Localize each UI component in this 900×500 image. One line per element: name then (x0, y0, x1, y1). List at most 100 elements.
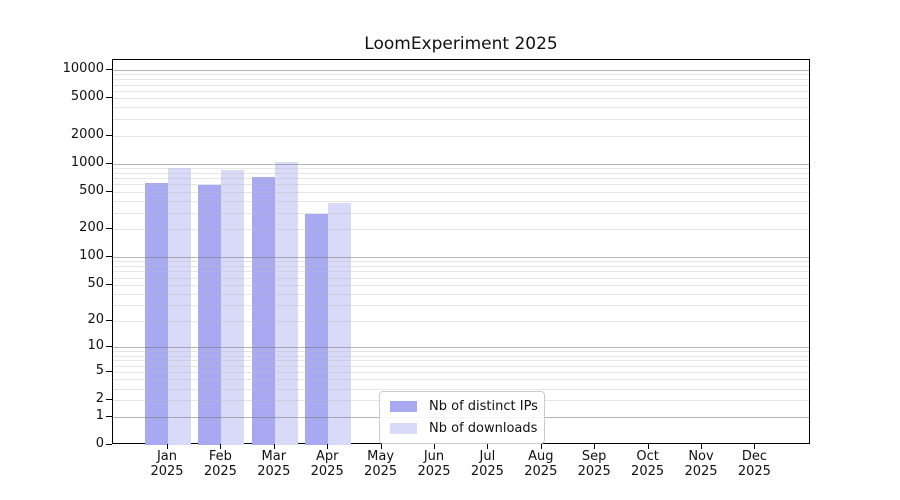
y-axis-tick-label: 10 (87, 338, 104, 354)
bar-downloads-feb (221, 169, 245, 445)
major-gridline (113, 69, 809, 71)
minor-gridline (113, 74, 809, 76)
x-axis-tick-label: Jun 2025 (399, 449, 469, 479)
month-label: Sep (581, 449, 607, 464)
x-axis-tick-label: Sep 2025 (559, 449, 629, 479)
month-label: Jan (156, 449, 178, 464)
y-axis-tick (106, 162, 112, 164)
y-axis-tick-label: 2000 (70, 126, 104, 142)
x-axis-tick (273, 444, 275, 449)
minor-gridline (113, 84, 809, 86)
y-axis-tick (106, 444, 112, 445)
minor-gridline (113, 107, 809, 109)
month-label: Nov (688, 449, 714, 464)
x-axis-tick-label: Jul 2025 (452, 449, 522, 479)
bar-ips-mar (251, 177, 275, 445)
y-axis-tick-label: 10000 (62, 60, 104, 76)
month-label: Feb (208, 449, 232, 464)
legend-entry: Nb of distinct IPs (390, 399, 538, 414)
y-axis-tick-label: 50 (87, 275, 104, 291)
month-label: Dec (741, 449, 767, 464)
y-axis-tick (106, 346, 112, 348)
y-axis-tick-label: 20 (87, 312, 104, 328)
year-label: 2025 (257, 464, 291, 479)
bar-downloads-mar (274, 162, 298, 445)
year-label: 2025 (364, 464, 398, 479)
year-label: 2025 (203, 464, 237, 479)
x-axis-tick (487, 444, 489, 449)
x-axis-tick (754, 444, 756, 449)
year-label: 2025 (631, 464, 665, 479)
y-axis-tick (106, 320, 112, 322)
x-axis-tick-label: Jan 2025 (132, 449, 202, 479)
month-label: Oct (636, 449, 659, 464)
y-axis-tick-label: 1 (95, 407, 104, 423)
y-axis-tick (106, 283, 112, 285)
y-axis-tick-label: 200 (79, 220, 104, 236)
month-label: May (367, 449, 395, 464)
bar-ips-feb (198, 185, 222, 445)
year-label: 2025 (310, 464, 344, 479)
x-axis-tick (647, 444, 649, 449)
x-axis-tick (540, 444, 542, 449)
month-label: Jun (423, 449, 445, 464)
x-axis-tick (701, 444, 702, 449)
minor-gridline (113, 79, 809, 81)
y-axis-tick-label: 5000 (70, 89, 104, 105)
legend-swatch (390, 423, 417, 434)
minor-gridline (113, 135, 809, 137)
y-axis-tick (106, 134, 112, 136)
month-label: Apr (315, 449, 339, 464)
month-label: Jul (479, 449, 496, 464)
legend: Nb of distinct IPs Nb of downloads (379, 391, 545, 444)
x-axis-tick-label: Apr 2025 (292, 449, 362, 479)
legend-swatch (390, 401, 417, 412)
minor-gridline (113, 98, 809, 100)
y-axis-tick (106, 371, 112, 373)
x-axis-tick (594, 444, 596, 449)
year-label: 2025 (470, 464, 504, 479)
x-axis-tick-label: Feb 2025 (185, 449, 255, 479)
legend-label: Nb of distinct IPs (429, 399, 538, 414)
month-label: Mar (261, 449, 287, 464)
y-axis-tick-label: 1000 (70, 154, 104, 170)
y-axis-tick-label: 5 (95, 363, 104, 379)
y-axis-tick-label: 0 (95, 436, 104, 451)
chart-title: LoomExperiment 2025 (364, 34, 558, 54)
plot-area (112, 59, 810, 445)
bar-ips-jan (145, 183, 168, 445)
bar-ips-apr (305, 214, 329, 445)
year-label: 2025 (737, 464, 771, 479)
major-gridline (113, 163, 809, 165)
minor-gridline (113, 167, 809, 169)
x-axis-tick-label: Mar 2025 (239, 449, 309, 479)
x-axis-tick-label: Dec 2025 (719, 449, 789, 479)
x-axis-tick-label: May 2025 (346, 449, 416, 479)
y-axis-tick (106, 228, 112, 230)
x-axis-tick (327, 444, 329, 449)
x-axis-tick-label: Oct 2025 (613, 449, 683, 479)
y-axis-tick-label: 2 (95, 391, 104, 407)
minor-gridline (113, 172, 809, 174)
bar-downloads-jan (168, 167, 191, 445)
minor-gridline (113, 178, 809, 180)
year-label: 2025 (417, 464, 451, 479)
year-label: 2025 (524, 464, 558, 479)
legend-label: Nb of downloads (429, 421, 538, 436)
y-axis-tick (106, 97, 112, 99)
minor-gridline (113, 119, 809, 120)
year-label: 2025 (577, 464, 611, 479)
y-axis-tick-label: 500 (79, 182, 104, 198)
year-label: 2025 (684, 464, 718, 479)
y-axis-tick (106, 399, 112, 401)
y-axis-tick (106, 415, 112, 417)
x-axis-tick (434, 444, 435, 449)
x-axis-tick (380, 444, 382, 449)
x-axis-tick-label: Nov 2025 (666, 449, 736, 479)
minor-gridline (113, 90, 809, 92)
y-axis-tick (106, 256, 112, 258)
x-axis-tick (167, 444, 168, 449)
bar-downloads-apr (328, 203, 352, 445)
y-axis-tick (106, 68, 112, 70)
